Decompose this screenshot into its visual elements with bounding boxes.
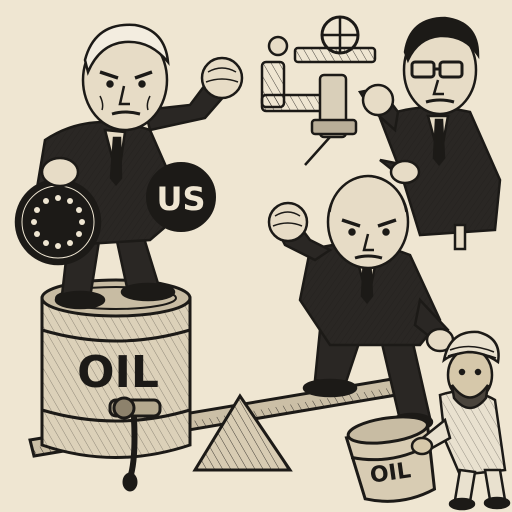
man2-tie	[432, 118, 446, 166]
man1-tie	[109, 136, 123, 186]
man3-raised-fist-icon	[267, 201, 309, 243]
us-disc: US	[146, 162, 216, 232]
man4-beard	[450, 384, 490, 410]
man-with-turban	[410, 330, 511, 511]
man2-cuff	[453, 223, 467, 251]
man1-raised-fist-icon	[200, 56, 244, 100]
man1-hand	[40, 156, 80, 188]
man-with-glasses	[357, 16, 502, 251]
right-shoe	[120, 282, 176, 302]
gripping-hand-icon	[267, 35, 289, 57]
small-barrel-oil-label: OIL	[368, 458, 412, 488]
man3-left-shoe	[302, 378, 358, 398]
man-with-eu-disc	[14, 23, 244, 310]
man2-fist-icon	[361, 83, 395, 117]
us-disc-label: US	[156, 180, 205, 218]
man4-hand	[410, 436, 434, 456]
eu-stars-icon	[31, 195, 85, 249]
big-barrel-oil-label: OIL	[77, 347, 159, 398]
left-shoe	[54, 290, 106, 310]
eu-flag-disc	[14, 178, 102, 266]
man2-hand	[389, 159, 421, 185]
oil-pipeline-valves	[260, 15, 377, 166]
bald-man	[267, 174, 455, 432]
